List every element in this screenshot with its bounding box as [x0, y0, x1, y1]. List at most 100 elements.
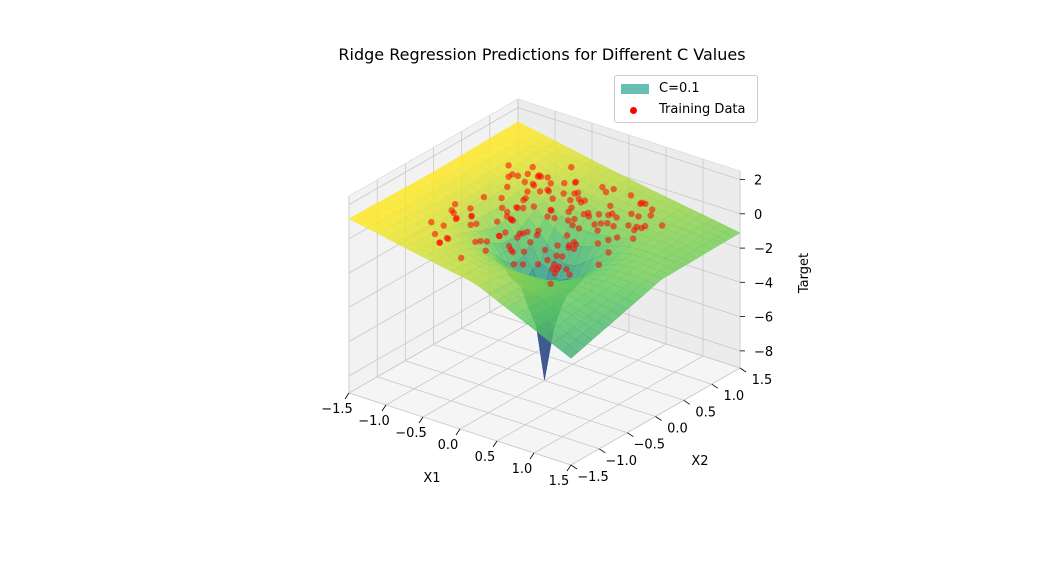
training-point	[575, 225, 583, 232]
training-point	[564, 217, 572, 224]
training-point	[537, 173, 545, 180]
training-point	[504, 208, 511, 216]
training-point	[628, 210, 635, 217]
training-point	[566, 271, 573, 278]
y-tick	[711, 383, 719, 389]
training-point	[610, 185, 617, 193]
training-point	[563, 266, 570, 273]
training-point	[549, 265, 556, 273]
y-tick	[683, 399, 690, 405]
training-point	[535, 227, 542, 234]
x-tick	[566, 464, 572, 472]
y-tick	[627, 432, 634, 438]
x-tick-label: −1.5	[321, 402, 353, 417]
training-point	[597, 220, 605, 227]
x-tick	[529, 452, 535, 460]
training-point	[524, 170, 531, 178]
training-point	[529, 163, 536, 171]
training-point	[440, 222, 447, 229]
training-point	[553, 266, 561, 273]
training-point	[504, 183, 511, 191]
training-point	[509, 217, 517, 224]
training-point	[480, 193, 488, 201]
training-point	[448, 207, 455, 214]
y-tick-label: −1.5	[577, 470, 609, 485]
training-point	[642, 222, 649, 230]
training-point	[431, 230, 439, 238]
training-point	[647, 212, 654, 219]
training-point	[572, 178, 580, 186]
training-point	[477, 237, 484, 245]
training-point	[568, 164, 575, 171]
training-point	[577, 199, 585, 206]
training-point	[451, 201, 459, 208]
chart-title: Ridge Regression Predictions for Differe…	[338, 45, 746, 64]
training-point	[505, 162, 512, 169]
training-point	[536, 188, 544, 195]
grid-line-z-left	[348, 107, 519, 205]
legend: C=0.1 Training Data	[614, 75, 758, 123]
grid-line-y-floor	[461, 327, 684, 401]
training-point	[630, 235, 637, 242]
training-point	[548, 207, 555, 214]
training-point	[520, 248, 528, 255]
training-point	[498, 194, 505, 202]
training-point	[570, 245, 578, 252]
x-tick-label: 1.0	[512, 462, 533, 477]
z-tick-label: −4	[754, 276, 773, 291]
training-point	[570, 238, 578, 246]
y-tick	[570, 464, 578, 470]
training-point	[529, 180, 537, 188]
training-point	[468, 212, 475, 220]
x-tick-label: 0.5	[475, 450, 496, 465]
grid-line-y-floor	[405, 360, 628, 434]
training-point	[637, 200, 644, 208]
legend-surface-swatch	[621, 84, 649, 94]
training-point	[467, 205, 474, 212]
training-point	[595, 211, 603, 218]
training-point	[614, 234, 621, 241]
z-tick-label: −8	[754, 345, 773, 360]
training-point	[520, 204, 527, 212]
training-point	[605, 236, 612, 244]
training-point	[627, 192, 635, 199]
training-point	[509, 171, 516, 178]
training-point	[521, 178, 528, 186]
training-point	[530, 203, 538, 210]
training-point	[594, 240, 602, 247]
training-point	[554, 242, 561, 249]
training-point	[561, 180, 568, 187]
training-point	[534, 261, 542, 268]
training-point	[551, 214, 558, 222]
training-point	[604, 220, 611, 227]
x-tick-label: −0.5	[395, 426, 427, 441]
training-point	[545, 188, 552, 195]
x-tick-label: 0.0	[438, 438, 459, 453]
training-point	[625, 222, 632, 229]
training-point	[524, 188, 531, 195]
training-point	[553, 252, 560, 259]
training-point	[483, 238, 491, 245]
training-point	[541, 246, 549, 254]
training-point	[649, 206, 656, 213]
training-point	[443, 234, 451, 242]
training-point	[520, 196, 527, 204]
training-point	[544, 174, 551, 181]
y-tick-label: 1.5	[752, 373, 773, 388]
training-point	[571, 190, 578, 197]
y-tick-label: −0.5	[634, 438, 666, 453]
training-point	[495, 232, 503, 239]
training-point	[436, 239, 443, 246]
training-point	[472, 238, 479, 246]
legend-item-training: Training Data	[615, 101, 755, 119]
training-point	[498, 204, 506, 212]
training-point	[559, 253, 566, 260]
training-point	[599, 183, 606, 191]
training-point	[467, 221, 474, 229]
training-point	[428, 218, 435, 226]
training-point	[658, 222, 666, 229]
legend-surface-label: C=0.1	[659, 81, 700, 96]
y-tick	[598, 448, 606, 454]
training-point	[473, 220, 480, 228]
